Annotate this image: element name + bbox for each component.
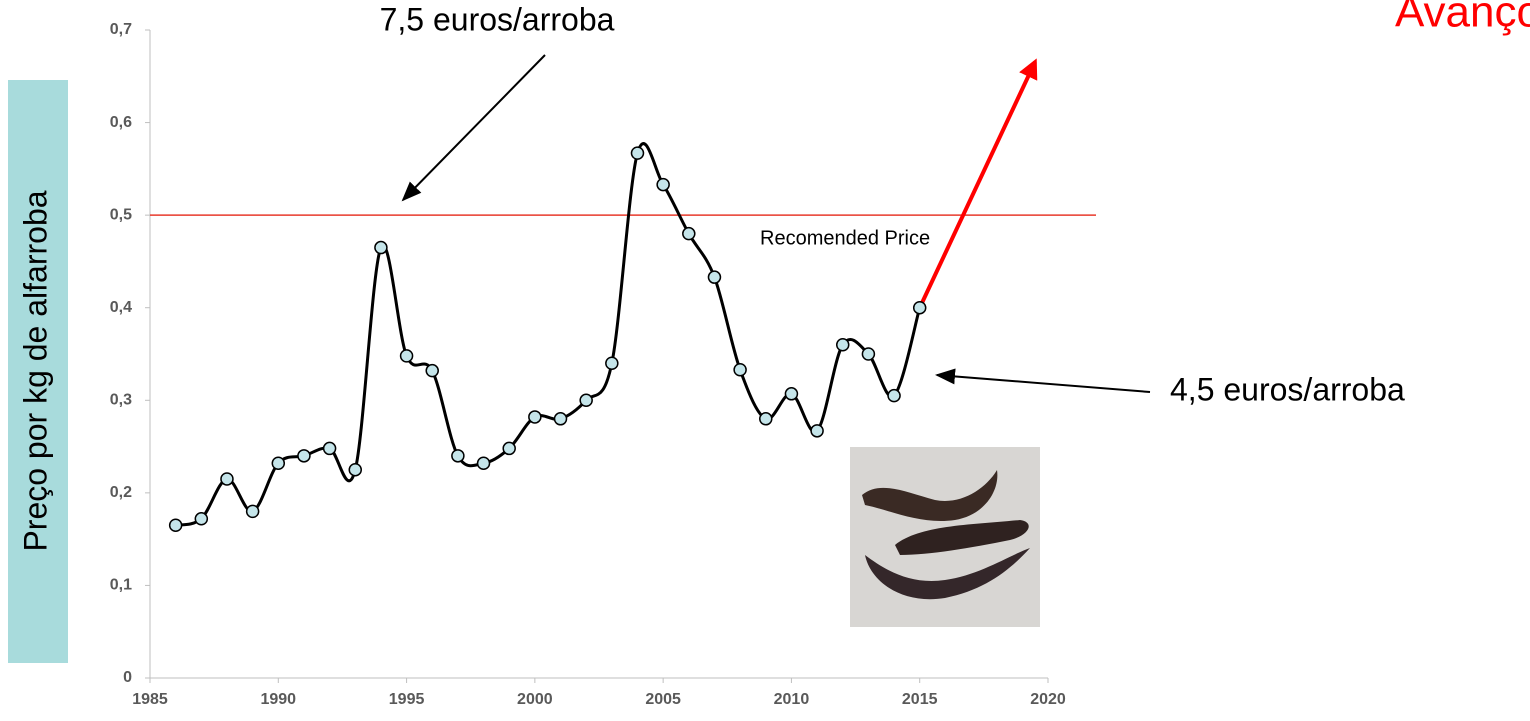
data-point (912, 300, 927, 315)
y-axis-label: Preço por kg de alfarroba (17, 190, 53, 551)
annotation: 4,5 euros/arroba (1170, 371, 1405, 407)
data-point (707, 270, 722, 284)
data-point (656, 177, 670, 192)
y-tick-label: 0,4 (110, 299, 132, 316)
arrow (935, 368, 1151, 393)
data-point (630, 146, 645, 160)
data-point (835, 337, 850, 352)
data-point (220, 472, 234, 486)
data-point (502, 441, 516, 456)
data-point (553, 412, 568, 426)
data-point (297, 449, 311, 463)
y-label-box (8, 80, 68, 663)
data-point (579, 393, 593, 408)
annotation: 7,5 euros/arroba (380, 1, 615, 37)
data-point (194, 512, 209, 526)
data-point (887, 388, 901, 403)
data-point (245, 504, 260, 519)
data-point (322, 441, 337, 456)
x-tick-label: 2005 (645, 691, 681, 708)
data-point (168, 518, 183, 533)
x-tick-label: 2010 (774, 691, 810, 708)
data-point (605, 356, 619, 371)
data-point (528, 410, 542, 424)
x-tick-label: 1990 (260, 691, 296, 708)
forecast-arrow (917, 58, 1038, 309)
x-tick-label: 1995 (389, 691, 425, 708)
y-tick-label: 0,7 (110, 21, 132, 38)
data-point (810, 424, 824, 438)
data-point (759, 412, 773, 426)
y-tick-label: 0,1 (110, 577, 132, 594)
y-tick-label: 0 (123, 669, 132, 686)
y-tick-label: 0,6 (110, 114, 132, 131)
data-point (784, 387, 799, 401)
y-tick-label: 0,2 (110, 484, 132, 501)
x-tick-label: 1985 (132, 691, 168, 708)
data-point (451, 449, 465, 463)
x-tick-label: 2015 (902, 691, 938, 708)
y-tick-label: 0,5 (110, 206, 132, 223)
carob-photo (850, 447, 1040, 627)
data-point (399, 349, 414, 363)
arrow (401, 54, 546, 202)
data-point (271, 456, 286, 470)
x-tick-label: 2020 (1030, 691, 1066, 708)
data-point (733, 362, 747, 377)
x-tick-label: 2000 (517, 691, 553, 708)
annotation: Avanço 3 (1395, 0, 1530, 37)
data-point (682, 226, 696, 241)
data-point (425, 363, 439, 378)
y-tick-label: 0,3 (110, 392, 132, 409)
reference-label: Recomended Price (760, 227, 930, 249)
data-line (175, 142, 922, 527)
data-point (348, 462, 363, 477)
data-point (476, 456, 491, 470)
data-point (861, 347, 876, 361)
data-point (374, 240, 388, 255)
